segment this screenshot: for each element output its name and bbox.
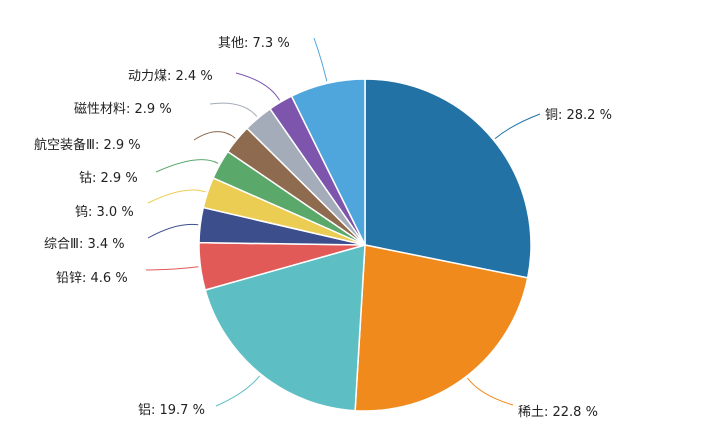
leader-line-3 xyxy=(145,266,199,271)
leader-line-7 xyxy=(193,131,236,141)
leader-line-4 xyxy=(147,223,199,239)
leader-lines xyxy=(145,37,541,407)
slice-label-5: 钨: 3.0 % xyxy=(75,204,134,220)
leader-line-2 xyxy=(215,375,260,407)
leader-line-9 xyxy=(235,72,281,101)
slice-label-0: 铜: 28.2 % xyxy=(545,108,612,123)
leader-line-0 xyxy=(494,113,541,139)
slice-label-4: 综合Ⅲ: 3.4 % xyxy=(44,237,125,252)
slice-label-8: 磁性材料: 2.9 % xyxy=(74,102,172,117)
slice-label-7: 航空装备Ⅲ: 2.9 % xyxy=(34,137,141,153)
leader-line-8 xyxy=(209,102,258,117)
leader-line-10 xyxy=(313,37,328,82)
leader-line-1 xyxy=(467,377,514,406)
slice-label-10: 其他: 7.3 % xyxy=(218,36,290,51)
slice-label-2: 铝: 19.7 % xyxy=(138,403,205,418)
pie-slice-1 xyxy=(354,244,529,412)
leader-line-6 xyxy=(155,159,219,173)
slice-label-9: 动力煤: 2.4 % xyxy=(128,69,213,84)
pie-slices xyxy=(198,78,532,412)
pie-slice-0 xyxy=(364,78,532,279)
pie-slice-2 xyxy=(204,243,366,412)
slice-label-1: 稀土: 22.8 % xyxy=(518,405,598,420)
slice-labels: 铜: 28.2 % 稀土: 22.8 % 铝: 19.7 % 铅锌: 4.6 % 综合Ⅲ… xyxy=(34,36,612,420)
slice-label-3: 铅锌: 4.6 % xyxy=(56,271,128,286)
leader-line-5 xyxy=(147,189,206,204)
pie-slice-10 xyxy=(290,78,366,246)
slice-label-6: 钴: 2.9 % xyxy=(79,171,138,186)
